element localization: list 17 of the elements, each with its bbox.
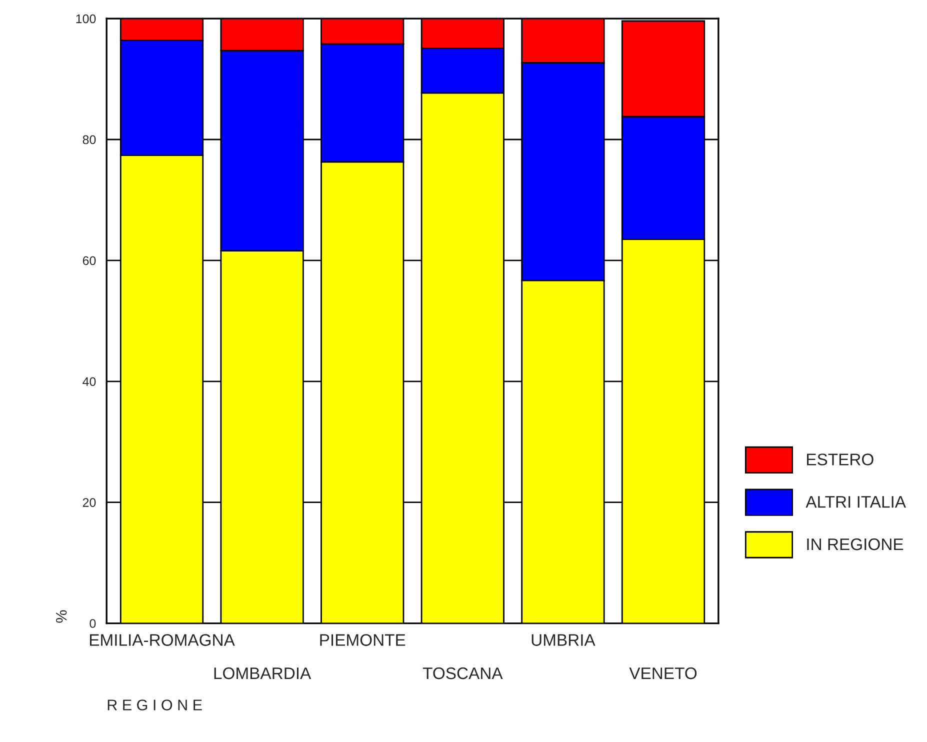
x-axis-title: R E G I O N E — [108, 700, 202, 710]
legend-label: ESTERO — [807, 454, 874, 466]
x-tick-label: LOMBARDIA — [214, 667, 312, 680]
x-tick-label: TOSCANA — [422, 667, 503, 680]
y-tick-label: 40 — [82, 377, 96, 386]
legend-label: IN REGIONE — [807, 538, 904, 550]
y-tick-label: 20 — [82, 498, 96, 507]
x-tick-label: UMBRIA — [532, 634, 596, 646]
x-tick-label: PIEMONTE — [320, 634, 406, 646]
y-tick-label: 60 — [82, 256, 96, 266]
y-axis-title: % — [56, 610, 67, 623]
y-tick-label: 80 — [82, 135, 96, 144]
x-tick-label: EMILIA-ROMAGNA — [90, 634, 235, 646]
y-tick-label: 0 — [90, 619, 96, 628]
y-tick-label: 100 — [76, 14, 96, 24]
legend-label: ALTRI ITALIA — [806, 496, 906, 508]
x-tick-label: VENETO — [629, 667, 697, 680]
